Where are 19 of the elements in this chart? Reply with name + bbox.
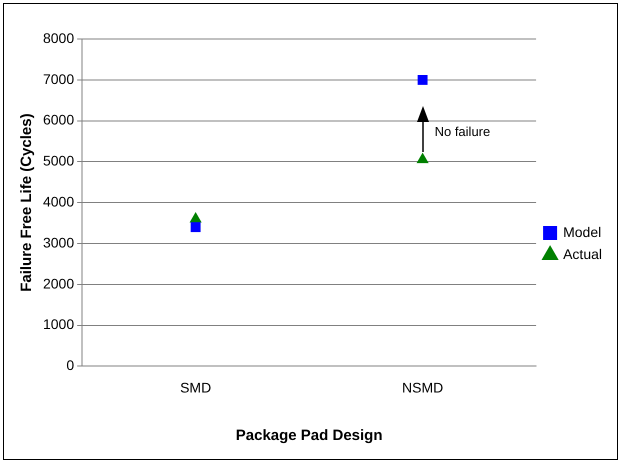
point	[416, 152, 429, 164]
x-tick-label: SMD	[180, 379, 212, 396]
y-tick-label: 1000	[42, 316, 74, 332]
x-tick-label: NSMD	[402, 379, 444, 396]
annotation: No failure	[434, 124, 490, 139]
point	[418, 74, 428, 85]
x-axis-title: Package Pad Design	[236, 427, 382, 444]
y-tick-label: 5000	[42, 152, 74, 169]
y-tick-label: 6000	[42, 112, 74, 128]
y-tick-label: 7000	[42, 70, 74, 87]
y-tick-label: 4000	[42, 193, 74, 210]
point	[190, 212, 202, 222]
y-tick-label: 8000	[42, 30, 74, 46]
y-tick-label: 3000	[42, 234, 74, 250]
legend-label: Actual	[563, 246, 602, 262]
legend-label: Model	[563, 224, 602, 240]
y-tick-label: 2000	[42, 275, 74, 292]
y-tick-label: 0	[66, 357, 74, 374]
y-axis-title: Failure Free Life (Cycles)	[18, 113, 36, 292]
